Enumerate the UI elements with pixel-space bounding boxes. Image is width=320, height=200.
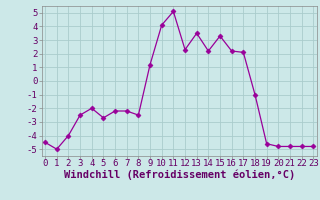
- X-axis label: Windchill (Refroidissement éolien,°C): Windchill (Refroidissement éolien,°C): [64, 169, 295, 180]
